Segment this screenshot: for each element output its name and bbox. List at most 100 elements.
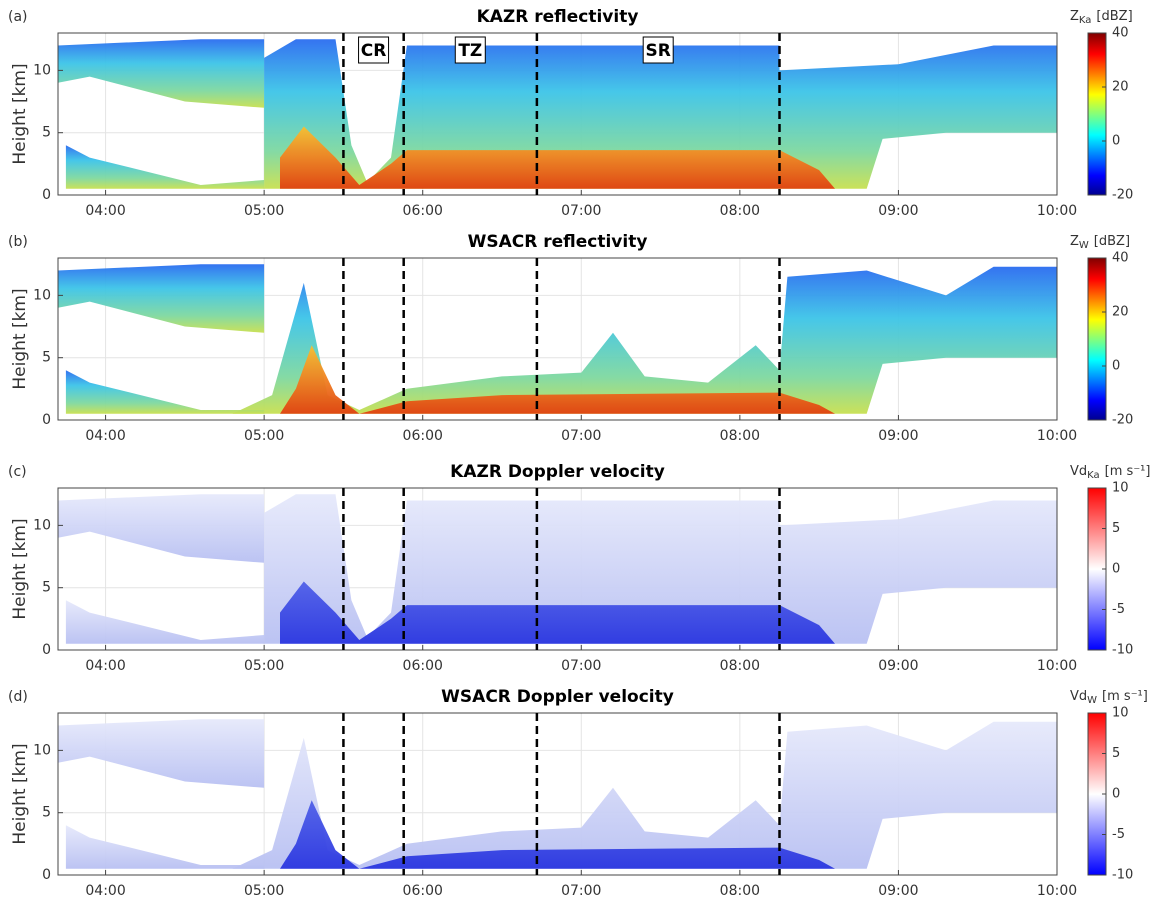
x-tick-label: 04:00 xyxy=(85,658,125,674)
y-tick-label: 10 xyxy=(33,287,51,303)
colorbar-tick-label: 0 xyxy=(1112,359,1120,374)
x-tick-label: 06:00 xyxy=(403,658,443,674)
colorbar-tick-label: 10 xyxy=(1112,481,1129,496)
y-tick-label: 5 xyxy=(42,580,51,596)
colorbar-symbol: Vd xyxy=(1070,464,1087,479)
echo-region xyxy=(65,145,265,189)
echo-band xyxy=(280,126,835,189)
colorbar-tick-label: 20 xyxy=(1112,80,1129,95)
colorbar xyxy=(1087,32,1107,196)
colorbar xyxy=(1087,257,1107,421)
colorbar-tick-label: 40 xyxy=(1112,251,1129,266)
echo-region xyxy=(65,600,265,644)
y-tick-label: 5 xyxy=(42,805,51,821)
colorbar-tick-label: -5 xyxy=(1112,827,1125,842)
y-tick-label: 5 xyxy=(42,350,51,366)
colorbar-label: VdKa [m s⁻¹] xyxy=(1070,464,1150,482)
colorbar-tick-label: 0 xyxy=(1112,562,1120,577)
echo-field xyxy=(58,264,1057,414)
echo-region xyxy=(232,721,1057,869)
annotation: SR xyxy=(646,41,671,61)
colorbar-subscript: Ka xyxy=(1079,15,1092,26)
y-tick-label: 5 xyxy=(42,125,51,141)
panel-title: WSACR Doppler velocity xyxy=(441,687,674,707)
frame xyxy=(57,712,1058,876)
x-tick-label: 07:00 xyxy=(561,428,601,444)
colorbar-tick-label: -5 xyxy=(1112,602,1125,617)
x-tick-label: 05:00 xyxy=(244,203,284,219)
panel: 04:00 05:00 06:00 07:00 08:00 09:00 10:00 0 5 10 (… xyxy=(8,232,1133,444)
annotation-box xyxy=(642,36,674,64)
x-axis-label: Hour of the 12/06/2011 xyxy=(458,903,657,905)
colorbar-tick-label: 5 xyxy=(1112,746,1120,761)
colorbar-tick-label: 0 xyxy=(1112,134,1120,149)
colorbar-unit: [m s⁻¹] xyxy=(1105,464,1151,479)
x-tick-label: 04:00 xyxy=(85,428,125,444)
panel: 04:00 05:00 06:00 07:00 08:00 09:00 10:00 0 5 10 (… xyxy=(8,462,1150,674)
echo-region xyxy=(65,825,265,869)
y-tick-label: 10 xyxy=(33,742,51,758)
annotation-box xyxy=(358,36,390,64)
echo-region xyxy=(65,370,265,414)
annotation: CR xyxy=(361,41,387,61)
x-tick-label: 06:00 xyxy=(403,883,443,899)
y-tick-label: 10 xyxy=(33,62,51,78)
colorbar-subscript: W xyxy=(1087,695,1097,706)
y-tick-label: 0 xyxy=(42,412,51,428)
echo-region xyxy=(232,266,1057,414)
annotation-box xyxy=(454,36,486,64)
panel-label: (c) xyxy=(8,464,27,480)
panel-title: KAZR Doppler velocity xyxy=(450,462,665,482)
y-axis-label: Height [km] xyxy=(10,63,30,164)
x-tick-label: 10:00 xyxy=(1037,658,1077,674)
echo-region xyxy=(58,719,265,788)
x-tick-label: 09:00 xyxy=(878,883,918,899)
frame xyxy=(57,257,1058,421)
panel-label: (a) xyxy=(8,9,28,25)
x-tick-label: 04:00 xyxy=(85,203,125,219)
colorbar-tick-label: 5 xyxy=(1112,521,1120,536)
x-tick-label: 08:00 xyxy=(720,203,760,219)
frame xyxy=(57,32,1058,196)
colorbar-subscript: Ka xyxy=(1087,470,1100,481)
x-tick-label: 07:00 xyxy=(561,883,601,899)
panel: CR TZ SR 04:00 05:00 06:00 07:00 08:00 09:00 10:0… xyxy=(8,7,1133,219)
colorbar-tick-label: 10 xyxy=(1112,706,1129,721)
x-tick-label: 10:00 xyxy=(1037,203,1077,219)
echo-region xyxy=(58,494,265,563)
echo-region xyxy=(58,264,265,333)
colorbar-label: ZKa [dBZ] xyxy=(1070,9,1133,27)
colorbar-tick-label: 40 xyxy=(1112,26,1129,41)
panel: 04:00 05:00 06:00 07:00 08:00 09:00 10:00 0 5 10 (… xyxy=(8,687,1148,905)
y-axis-label: Height [km] xyxy=(10,743,30,844)
panel-label: (b) xyxy=(8,234,28,250)
y-tick-label: 10 xyxy=(33,517,51,533)
echo-band xyxy=(280,581,835,644)
colorbar-tick-label: -20 xyxy=(1112,413,1133,428)
x-tick-label: 09:00 xyxy=(878,428,918,444)
y-tick-label: 0 xyxy=(42,187,51,203)
x-tick-label: 10:00 xyxy=(1037,428,1077,444)
x-tick-label: 05:00 xyxy=(244,658,284,674)
colorbar-tick-label: -20 xyxy=(1112,188,1133,203)
frame xyxy=(57,487,1058,651)
colorbar-unit: [dBZ] xyxy=(1096,9,1132,24)
colorbar-label: ZW [dBZ] xyxy=(1070,234,1130,252)
panel-label: (d) xyxy=(8,689,28,705)
x-tick-label: 05:00 xyxy=(244,428,284,444)
colorbar-symbol: Z xyxy=(1070,9,1079,24)
colorbar-subscript: W xyxy=(1079,240,1089,251)
colorbar-unit: [dBZ] xyxy=(1094,234,1130,249)
echo-field xyxy=(58,719,1057,869)
colorbar-symbol: Z xyxy=(1070,234,1079,249)
x-tick-label: 08:00 xyxy=(720,428,760,444)
echo-field xyxy=(58,494,1057,644)
colorbar-tick-label: -10 xyxy=(1112,868,1133,883)
colorbar-tick-label: 0 xyxy=(1112,787,1120,802)
colorbar-tick-label: 20 xyxy=(1112,305,1129,320)
annotation: TZ xyxy=(458,41,482,61)
colorbar-tick-label: -10 xyxy=(1112,643,1133,658)
x-tick-label: 04:00 xyxy=(85,883,125,899)
x-tick-label: 05:00 xyxy=(244,883,284,899)
